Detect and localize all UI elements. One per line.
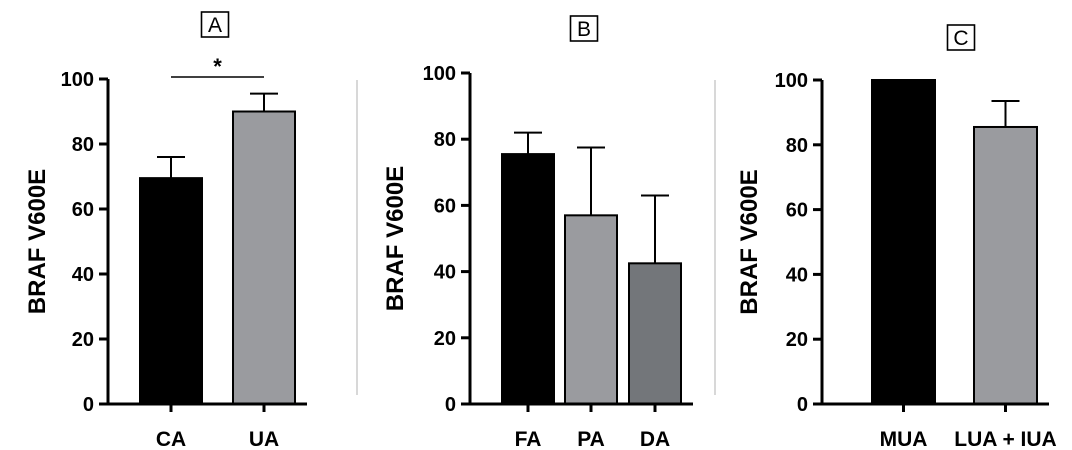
x-tick-label: CA (156, 428, 186, 450)
panel-label: C (953, 27, 968, 50)
x-tick-label: LUA + IUA (954, 428, 1056, 450)
panel-label-box (200, 11, 230, 38)
error-bar (514, 131, 542, 155)
error-bar (641, 194, 669, 264)
chart-panel-a: CA UA 0 20 40 60 80 100 BRAF V600E A * (24, 11, 307, 450)
y-tick-label: 80 (72, 134, 94, 156)
error-bar (250, 92, 278, 112)
bar-lua-iua (973, 125, 1038, 405)
bar-fa (501, 153, 555, 405)
y-tick-label: 0 (83, 394, 94, 416)
y-tick-label: 40 (786, 264, 808, 286)
y-axis-label: BRAF V600E (382, 166, 409, 311)
y-tick-label: 60 (786, 200, 808, 222)
significance-marker: * (213, 54, 222, 79)
y-tick-label: 40 (72, 264, 94, 286)
y-tick-label: 20 (72, 329, 94, 351)
error-bar (991, 100, 1020, 127)
x-tick-label: PA (577, 428, 605, 450)
x-tick-label: UA (249, 428, 279, 450)
y-tick-label: 100 (61, 69, 94, 91)
y-tick-label: 100 (423, 63, 456, 85)
y-axis-label: BRAF V600E (736, 169, 763, 314)
y-tick-label: 60 (72, 199, 94, 221)
y-tick-label: 0 (797, 394, 808, 416)
panel-label: A (208, 14, 222, 37)
bar-da (628, 262, 682, 406)
y-tick-label: 80 (786, 135, 808, 157)
x-tick-label: DA (640, 428, 670, 450)
y-axis-label: BRAF V600E (24, 169, 51, 314)
y-tick-label: 100 (775, 70, 808, 92)
panel-label-box (946, 24, 976, 51)
error-bar (157, 156, 185, 179)
panel-label: B (577, 18, 591, 41)
bar-pa (564, 214, 618, 405)
x-tick-label: MUA (880, 428, 928, 450)
chart-panel-c: MUA LUA + IUA 0 20 40 60 80 100 BRAF V600E C (736, 24, 1057, 450)
y-tick-label: 60 (434, 195, 456, 217)
y-tick-label: 20 (786, 329, 808, 351)
x-tick-label: FA (515, 428, 542, 450)
bar-ua (232, 110, 296, 405)
panel-label-box (569, 15, 599, 42)
y-tick-label: 0 (445, 394, 456, 416)
y-tick-label: 40 (434, 262, 456, 284)
bar-ca (139, 177, 203, 405)
chart-panel-b: FA PA DA 0 20 40 60 80 100 BRAF V600E B (382, 15, 693, 450)
y-tick-label: 20 (434, 328, 456, 350)
y-tick-label: 80 (434, 129, 456, 151)
error-bar (577, 146, 605, 216)
bar-mua (871, 79, 936, 405)
